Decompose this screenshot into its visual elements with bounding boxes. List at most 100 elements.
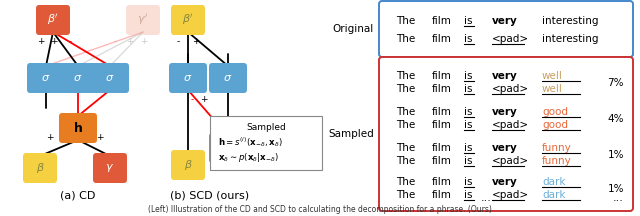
Text: very: very [492, 177, 518, 187]
Text: <pad>: <pad> [492, 190, 529, 200]
Text: film: film [432, 84, 452, 94]
Text: funny: funny [542, 156, 572, 166]
Text: is: is [464, 143, 472, 153]
Text: $\beta$: $\beta$ [36, 161, 44, 175]
Text: Original: Original [333, 24, 374, 34]
Text: 4%: 4% [607, 113, 624, 124]
Text: -: - [68, 38, 72, 46]
Text: +: + [126, 38, 134, 46]
Text: $\mathbf{h}$: $\mathbf{h}$ [73, 121, 83, 135]
Text: very: very [492, 71, 518, 81]
Text: is: is [464, 120, 472, 130]
Text: dark: dark [542, 190, 566, 200]
FancyBboxPatch shape [171, 5, 205, 35]
Text: Sampled: Sampled [246, 122, 286, 132]
FancyBboxPatch shape [36, 5, 70, 35]
Text: $\sigma$: $\sigma$ [42, 73, 51, 83]
Text: film: film [432, 190, 452, 200]
Text: $\sigma$: $\sigma$ [223, 73, 233, 83]
Text: interesting: interesting [542, 34, 598, 44]
Text: very: very [492, 16, 518, 26]
Text: good: good [542, 120, 568, 130]
Text: film: film [432, 156, 452, 166]
FancyBboxPatch shape [169, 63, 207, 93]
Text: The: The [396, 16, 415, 26]
Text: $\beta$: $\beta$ [184, 158, 193, 172]
Text: film: film [432, 107, 452, 117]
FancyBboxPatch shape [27, 63, 65, 93]
Text: dark: dark [542, 177, 566, 187]
Text: is: is [464, 34, 472, 44]
Text: film: film [432, 177, 452, 187]
Text: ...: ... [612, 193, 623, 203]
Text: +: + [96, 132, 104, 141]
FancyBboxPatch shape [379, 57, 633, 211]
Text: +: + [46, 132, 54, 141]
Text: +: + [200, 95, 208, 105]
Text: is: is [464, 190, 472, 200]
Text: is: is [464, 177, 472, 187]
Text: $\mathbf{h}$: $\mathbf{h}$ [223, 141, 233, 155]
Text: well: well [542, 84, 563, 94]
Text: <pad>: <pad> [492, 120, 529, 130]
Text: +: + [51, 38, 58, 46]
Text: The: The [396, 120, 415, 130]
Text: -: - [113, 38, 116, 46]
Text: The: The [396, 143, 415, 153]
Text: film: film [432, 143, 452, 153]
Text: +: + [37, 38, 45, 46]
FancyBboxPatch shape [126, 5, 160, 35]
Text: film: film [432, 34, 452, 44]
Text: funny: funny [542, 143, 572, 153]
Text: Sampled: Sampled [328, 129, 374, 139]
FancyBboxPatch shape [379, 1, 633, 57]
Text: well: well [542, 71, 563, 81]
Text: $\mathbf{h} = s^{(i)}(\mathbf{x}_{-\delta}, \mathbf{x}_\delta)$: $\mathbf{h} = s^{(i)}(\mathbf{x}_{-\delt… [218, 135, 283, 149]
Text: 7%: 7% [607, 78, 624, 87]
Text: film: film [432, 71, 452, 81]
Text: is: is [464, 156, 472, 166]
Text: (Left) Illustration of the CD and SCD to calculating the decomposition for a phr: (Left) Illustration of the CD and SCD to… [148, 205, 492, 213]
Text: +: + [192, 38, 200, 46]
Text: (b) SCD (ours): (b) SCD (ours) [170, 191, 250, 201]
Text: The: The [396, 177, 415, 187]
FancyBboxPatch shape [209, 63, 247, 93]
FancyBboxPatch shape [59, 63, 97, 93]
FancyBboxPatch shape [171, 150, 205, 180]
FancyBboxPatch shape [91, 63, 129, 93]
Text: The: The [396, 84, 415, 94]
Text: good: good [542, 107, 568, 117]
Text: The: The [396, 71, 415, 81]
FancyBboxPatch shape [210, 116, 322, 170]
Text: The: The [396, 190, 415, 200]
Text: $\sigma$: $\sigma$ [183, 73, 193, 83]
Text: <pad>: <pad> [492, 156, 529, 166]
Text: $\beta'$: $\beta'$ [182, 13, 194, 27]
Text: is: is [464, 71, 472, 81]
Text: is: is [464, 16, 472, 26]
Text: 1%: 1% [607, 149, 624, 159]
Text: is: is [464, 84, 472, 94]
Text: (a) CD: (a) CD [60, 191, 96, 201]
Text: ...: ... [481, 193, 492, 203]
Text: very: very [492, 107, 518, 117]
FancyBboxPatch shape [93, 153, 127, 183]
Text: <pad>: <pad> [492, 34, 529, 44]
Text: $\beta'$: $\beta'$ [47, 13, 59, 27]
Text: $\gamma'$: $\gamma'$ [138, 13, 148, 27]
Text: <pad>: <pad> [492, 84, 529, 94]
Text: film: film [432, 120, 452, 130]
Text: $\mathbf{x}_\delta \sim p(\mathbf{x}_\delta|\mathbf{x}_{-\delta})$: $\mathbf{x}_\delta \sim p(\mathbf{x}_\de… [218, 151, 279, 164]
Text: $\sigma$: $\sigma$ [74, 73, 83, 83]
Text: interesting: interesting [542, 16, 598, 26]
Text: 1%: 1% [607, 184, 624, 194]
FancyBboxPatch shape [23, 153, 57, 183]
Text: The: The [396, 34, 415, 44]
Text: very: very [492, 143, 518, 153]
Text: film: film [432, 16, 452, 26]
Text: The: The [396, 107, 415, 117]
Text: $\sigma$: $\sigma$ [106, 73, 115, 83]
FancyBboxPatch shape [59, 113, 97, 143]
Text: -: - [190, 95, 194, 105]
Text: is: is [464, 107, 472, 117]
